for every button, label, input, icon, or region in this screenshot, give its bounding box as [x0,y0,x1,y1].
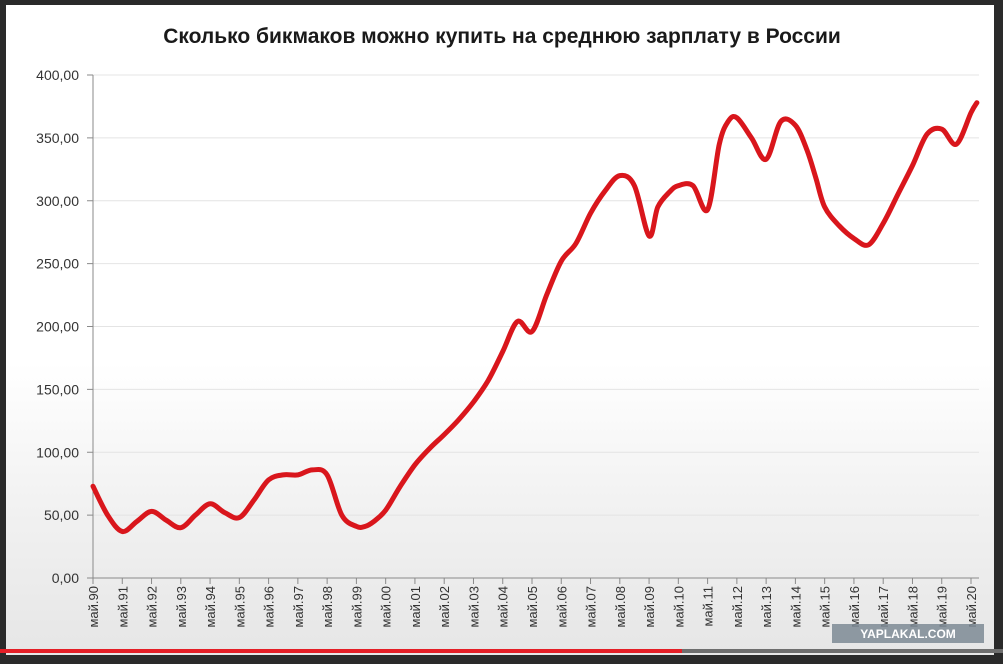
axes [87,74,979,584]
chart-frame: Сколько бикмаков можно купить на среднюю… [6,5,994,655]
y-tick-label: 250,00 [36,256,79,272]
x-tick-label: май.96 [262,586,277,628]
x-tick-label: май.05 [525,586,540,628]
x-tick-label: май.11 [701,586,716,627]
y-tick-label: 50,00 [44,507,79,523]
watermark-text: YAPLAKAL.COM [860,627,956,641]
x-tick-label: май.08 [613,586,628,628]
x-tick-label: май.02 [437,586,452,628]
y-tick-label: 350,00 [36,130,79,146]
x-tick-label: май.98 [320,586,335,628]
y-tick-label: 400,00 [36,67,79,83]
x-tick-label: май.20 [964,586,979,628]
x-tick-label: май.03 [466,586,481,628]
x-tick-label: май.97 [291,586,306,628]
x-tick-label: май.06 [554,586,569,628]
x-tick-label: май.13 [759,586,774,628]
x-tick-label: май.92 [145,586,160,628]
series-layer [90,100,980,535]
x-tick-label: май.99 [349,586,364,628]
x-tick-label: май.16 [847,586,862,628]
y-tick-label: 300,00 [36,193,79,209]
x-tick-label: май.18 [905,586,920,628]
line-chart: Сколько бикмаков можно купить на среднюю… [36,25,984,643]
x-tick-label: май.12 [730,586,745,628]
y-tick-label: 100,00 [36,444,79,460]
y-tick-label: 200,00 [36,319,79,335]
video-progress-bar[interactable] [0,649,1003,653]
series-line [90,100,980,535]
x-tick-label: май.01 [408,586,423,628]
y-tick-label: 150,00 [36,381,79,397]
y-tick-label: 0,00 [52,570,79,586]
watermark: YAPLAKAL.COM [832,624,984,643]
x-tick-label: май.15 [818,586,833,628]
x-tick-label: май.00 [379,586,394,628]
gridlines [93,74,979,516]
x-tick-label: май.10 [671,586,686,628]
x-tick-label: май.19 [935,586,950,628]
x-tick-label: май.14 [788,586,803,628]
x-tick-label: май.04 [496,586,511,628]
video-progress-fill [0,649,683,653]
chart-title: Сколько бикмаков можно купить на среднюю… [163,25,841,48]
y-axis-tick-labels: 0,00 50,00 100,00 150,00 200,00 250,00 300,00 3… [36,67,79,586]
x-tick-label: май.93 [174,586,189,628]
x-tick-label: май.90 [86,586,101,628]
x-axis-tick-labels: май.90 май.91 май.92 май.93 май.94 май.95 май.… [86,586,979,628]
x-tick-label: май.09 [642,586,657,628]
x-tick-label: май.17 [876,586,891,628]
x-tick-label: май.07 [584,586,599,628]
x-tick-label: май.91 [115,586,130,628]
x-tick-label: май.95 [232,586,247,628]
x-tick-label: май.94 [203,586,218,628]
